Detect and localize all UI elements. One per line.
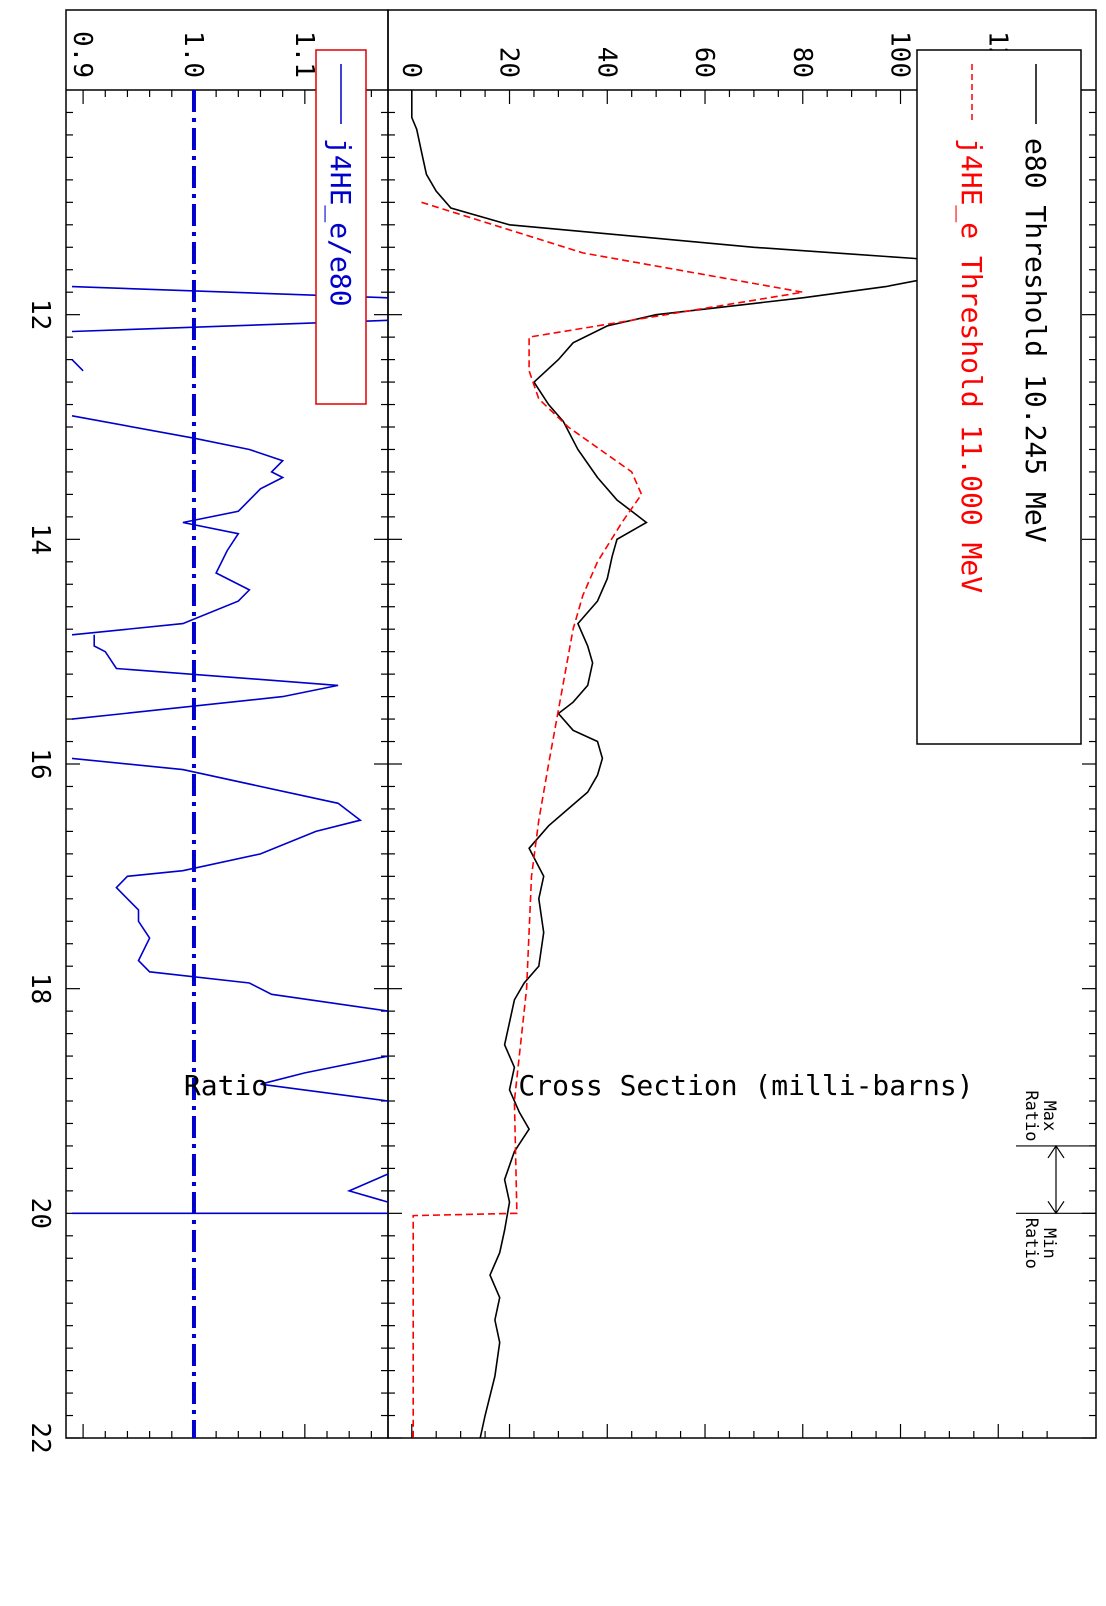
ratio-y-axis-title: Ratio xyxy=(184,1069,268,1102)
x-tick-labels: 12 14 16 18 20 22 xyxy=(25,299,55,1454)
cross-section-y-axis-title: Cross Section (milli-barns) xyxy=(518,1069,973,1102)
series-line-ratio xyxy=(71,359,84,372)
legend-label-ratio: j4HE_e/e80 xyxy=(323,138,357,307)
ratio-x-ticks xyxy=(66,111,388,1439)
ratio-legend-box xyxy=(315,49,367,405)
y-tick-label: 40 xyxy=(591,47,621,78)
series-line-e80 xyxy=(410,90,974,1439)
x-tick-label: 20 xyxy=(25,1198,55,1229)
min-ratio-label-line2: Ratio xyxy=(1021,1218,1041,1269)
ratio-legend: j4HE_e/e80 xyxy=(315,49,367,405)
y-tick-label: 0 xyxy=(396,62,426,78)
x-tick-label: 14 xyxy=(25,524,55,555)
series-line-ratio xyxy=(71,415,285,636)
y-tick-label: 1.0 xyxy=(178,31,208,78)
series-line-j4he xyxy=(412,201,803,1438)
arrow-head-left-icon xyxy=(1047,1144,1065,1159)
x-tick-label: 12 xyxy=(25,299,55,330)
y-tick-label: 20 xyxy=(494,47,524,78)
legend-label-j4he: j4HE_e Threshold 11.000 MeV xyxy=(954,138,988,593)
legend-label-e80: e80 Threshold 10.245 MeV xyxy=(1019,138,1052,543)
series-line-ratio xyxy=(346,1173,389,1203)
series-line-ratio xyxy=(260,1055,389,1102)
cross-section-y-tick-labels: 020406080100120 xyxy=(396,31,1012,78)
ratio-annotations: Max Ratio Min Ratio xyxy=(1016,1090,1096,1269)
arrow-head-right-icon xyxy=(1047,1201,1065,1215)
cross-section-legend-box xyxy=(916,49,1082,745)
ratio-panel-frame xyxy=(65,9,389,1439)
max-ratio-label-line2: Ratio xyxy=(1021,1090,1041,1141)
cross-section-series xyxy=(410,90,974,1439)
series-line-ratio xyxy=(71,634,339,720)
y-tick-label: 1.1 xyxy=(289,31,319,78)
x-tick-label: 16 xyxy=(25,748,55,779)
y-tick-label: 0.9 xyxy=(67,31,97,78)
y-tick-label: 80 xyxy=(787,47,817,78)
max-ratio-label-line1: Max xyxy=(1039,1101,1059,1132)
x-tick-label: 22 xyxy=(25,1422,55,1453)
x-tick-label: 18 xyxy=(25,973,55,1004)
y-tick-label: 100 xyxy=(885,31,915,78)
ratio-y-tick-labels: 0.9 1.0 1.1 xyxy=(67,31,319,78)
min-ratio-label-line1: Min xyxy=(1039,1228,1059,1259)
cross-section-legend: e80 Threshold 10.245 MeV j4HE_e Threshol… xyxy=(916,49,1082,745)
ratio-series xyxy=(71,90,389,1438)
y-tick-label: 60 xyxy=(689,47,719,78)
series-line-ratio xyxy=(71,757,389,1012)
